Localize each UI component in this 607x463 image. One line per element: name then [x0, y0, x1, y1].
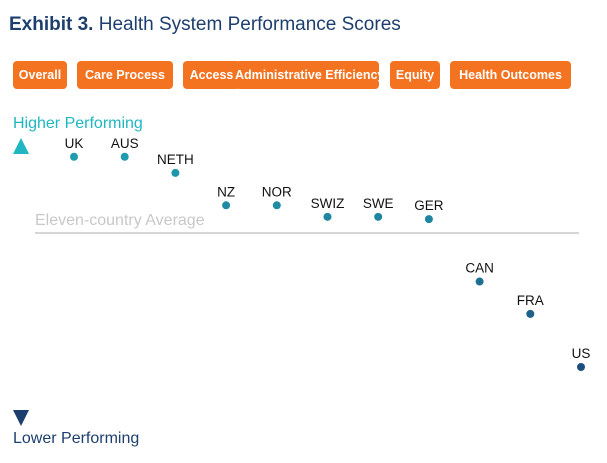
average-label: Eleven-country Average [35, 212, 205, 229]
point-label-swe: SWE [363, 196, 394, 211]
performance-arrow [13, 138, 29, 426]
point-label-us: US [572, 346, 591, 361]
point-label-swiz: SWIZ [311, 196, 345, 211]
tab-care-process[interactable]: Care Process [77, 61, 173, 89]
point-label-nor: NOR [262, 184, 292, 199]
point-neth [171, 168, 180, 177]
tab-equity[interactable]: Equity [390, 61, 440, 89]
point-label-can: CAN [465, 261, 494, 276]
point-us [577, 363, 585, 371]
tab-health-outcomes[interactable]: Health Outcomes [450, 61, 571, 89]
point-uk [70, 152, 78, 161]
point-fra [526, 309, 535, 318]
higher-performing-label: Higher Performing [13, 115, 143, 132]
tab-access[interactable]: Access [183, 61, 240, 89]
point-swe [374, 212, 383, 221]
point-label-nz: NZ [217, 184, 235, 199]
point-can [475, 277, 484, 286]
exhibit-title: Health System Performance Scores [98, 14, 401, 35]
point-label-aus: AUS [111, 136, 139, 151]
point-label-neth: NETH [157, 152, 194, 167]
tab-administrative-efficiency[interactable]: Administrative Efficiency [235, 61, 384, 89]
point-label-uk: UK [65, 136, 84, 151]
page-title: Exhibit 3. Health System Performance Sco… [9, 14, 401, 36]
tab-overall[interactable]: Overall [13, 61, 67, 89]
point-nor [272, 201, 281, 210]
point-swiz [323, 212, 332, 221]
point-label-fra: FRA [517, 293, 544, 308]
point-ger [424, 215, 433, 224]
point-aus [120, 152, 129, 161]
lower-performing-label: Lower Performing [13, 430, 140, 447]
point-nz [222, 201, 231, 210]
exhibit-number: Exhibit 3. [9, 14, 94, 35]
point-label-ger: GER [414, 198, 444, 213]
